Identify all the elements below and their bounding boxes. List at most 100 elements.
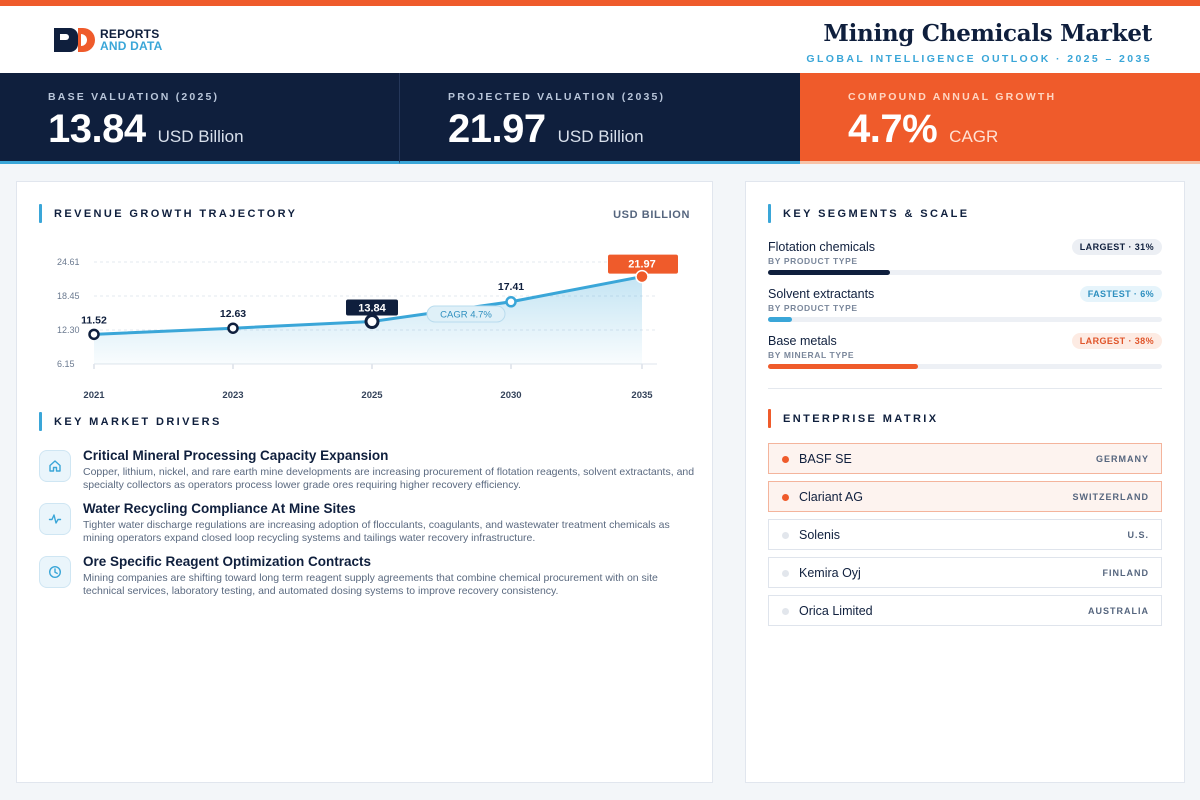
company-country: AUSTRALIA <box>1088 606 1149 616</box>
data-point <box>505 296 517 308</box>
left-panel: REVENUE GROWTH TRAJECTORY USD BILLION 6.… <box>16 181 713 783</box>
segment-track <box>768 317 1162 322</box>
kpi-number: 21.97 <box>448 107 546 151</box>
segment-name: Base metals <box>768 334 837 348</box>
y-tick-label: 6.15 <box>57 359 75 369</box>
revenue-title-text: REVENUE GROWTH TRAJECTORY <box>54 207 298 220</box>
kpi-label: BASE VALUATION (2025) <box>48 91 220 103</box>
cagr-annotation: CAGR 4.7% <box>426 305 506 323</box>
value-label-box <box>608 254 678 274</box>
kpi-number: 4.7% <box>848 107 938 151</box>
company-row[interactable]: Kemira Oyj FINLAND <box>768 557 1162 588</box>
company-name: Orica Limited <box>799 604 873 618</box>
value-label: 21.97 <box>628 259 656 271</box>
kpi-base-valuation: BASE VALUATION (2025) 13.84 USD Billion <box>0 73 400 164</box>
kpi-unit: USD Billion <box>557 127 644 146</box>
company-row[interactable]: Solenis U.S. <box>768 519 1162 550</box>
brand-logo[interactable]: REPORTS AND DATA <box>54 28 162 52</box>
segment-item: Solvent extractants BY PRODUCT TYPE FAST… <box>768 285 1162 332</box>
company-name: Kemira Oyj <box>799 566 861 580</box>
clock-icon <box>39 556 71 588</box>
section-accent-bar <box>768 409 771 428</box>
company-name: Solenis <box>799 528 840 542</box>
cagr-pill <box>426 305 506 323</box>
matrix-title-text: ENTERPRISE MATRIX <box>783 412 939 425</box>
x-tick-label: 2030 <box>500 390 521 401</box>
header: REPORTS AND DATA Mining Chemicals Market… <box>0 6 1200 73</box>
right-panel: KEY SEGMENTS & SCALE Flotation chemicals… <box>745 181 1185 783</box>
driver-item: Ore Specific Reagent Optimization Contra… <box>39 554 699 607</box>
home-icon <box>39 450 71 482</box>
activity-icon <box>39 503 71 535</box>
driver-item: Water Recycling Compliance At Mine Sites… <box>39 501 699 554</box>
top-accent-bar <box>0 0 1200 6</box>
dot-icon <box>782 456 789 463</box>
data-point <box>227 322 239 334</box>
revenue-section-title: REVENUE GROWTH TRAJECTORY <box>39 204 297 223</box>
value-label: 12.63 <box>220 308 246 320</box>
dot-icon <box>782 608 789 615</box>
segment-category: BY PRODUCT TYPE <box>768 303 858 313</box>
segment-name: Solvent extractants <box>768 287 875 301</box>
driver-description: Copper, lithium, nickel, and rare earth … <box>83 466 695 491</box>
logo-line-2: AND DATA <box>100 39 163 53</box>
series-area <box>94 276 642 364</box>
dot-icon <box>782 570 789 577</box>
company-country: U.S. <box>1127 530 1149 540</box>
x-tick-label: 2035 <box>631 390 653 401</box>
drivers-list: Critical Mineral Processing Capacity Exp… <box>39 448 699 607</box>
company-country: SWITZERLAND <box>1072 492 1149 502</box>
drivers-section-title: KEY MARKET DRIVERS <box>39 412 222 431</box>
data-point <box>635 269 649 284</box>
segment-badge: LARGEST · 38% <box>1071 333 1162 349</box>
segment-fill <box>768 270 891 275</box>
kpi-row: BASE VALUATION (2025) 13.84 USD Billion … <box>0 73 1200 164</box>
kpi-number: 13.84 <box>48 107 146 151</box>
segment-item: Base metals BY MINERAL TYPE LARGEST · 38… <box>768 332 1162 379</box>
y-tick-label: 24.61 <box>57 257 80 267</box>
company-row[interactable]: BASF SE GERMANY <box>768 443 1162 474</box>
company-name: Clariant AG <box>799 490 863 504</box>
x-tick-label: 2021 <box>83 390 105 401</box>
value-label: 13.84 <box>358 303 386 315</box>
segments-title-text: KEY SEGMENTS & SCALE <box>783 207 970 220</box>
segments-list: Flotation chemicals BY PRODUCT TYPE LARG… <box>768 238 1162 379</box>
segment-category: BY PRODUCT TYPE <box>768 256 858 266</box>
segment-badge: FASTEST · 6% <box>1079 286 1162 302</box>
kpi-unit: USD Billion <box>157 127 244 146</box>
driver-description: Mining companies are shifting toward lon… <box>83 572 658 597</box>
segment-category: BY MINERAL TYPE <box>768 350 855 360</box>
y-tick-label: 12.30 <box>57 325 80 335</box>
value-label: 11.52 <box>81 314 107 326</box>
company-country: FINLAND <box>1102 568 1149 578</box>
company-country: GERMANY <box>1095 454 1149 464</box>
kpi-label: COMPOUND ANNUAL GROWTH <box>848 91 1057 103</box>
segment-item: Flotation chemicals BY PRODUCT TYPE LARG… <box>768 238 1162 285</box>
enterprise-matrix: BASF SE GERMANY Clariant AG SWITZERLAND … <box>768 443 1162 633</box>
segments-section-title: KEY SEGMENTS & SCALE <box>768 204 970 223</box>
kpi-label: PROJECTED VALUATION (2035) <box>448 91 666 103</box>
drivers-title-text: KEY MARKET DRIVERS <box>54 415 222 428</box>
x-tick-label: 2025 <box>361 390 383 401</box>
section-accent-bar <box>768 204 771 223</box>
logo-mark-icon <box>54 28 96 52</box>
section-accent-bar <box>39 204 42 223</box>
data-point <box>88 328 100 341</box>
logo-line-1: REPORTS <box>100 27 160 41</box>
y-tick-label: 18.45 <box>57 291 80 301</box>
value-label-box <box>346 299 398 316</box>
segment-fill <box>768 364 918 369</box>
driver-title: Ore Specific Reagent Optimization Contra… <box>83 554 372 569</box>
title-block: Mining Chemicals Market GLOBAL INTELLIGE… <box>806 20 1152 65</box>
kpi-projected-valuation: PROJECTED VALUATION (2035) 21.97 USD Bil… <box>400 73 800 164</box>
page-title: Mining Chemicals Market <box>823 20 1152 47</box>
value-label: 17.41 <box>498 281 524 293</box>
data-point <box>364 314 380 330</box>
driver-description: Tighter water discharge regulations are … <box>83 519 670 544</box>
company-row[interactable]: Orica Limited AUSTRALIA <box>768 595 1162 626</box>
company-row[interactable]: Clariant AG SWITZERLAND <box>768 481 1162 512</box>
dot-icon <box>782 494 789 501</box>
company-name: BASF SE <box>799 452 852 466</box>
kpi-cagr: COMPOUND ANNUAL GROWTH 4.7% CAGR <box>800 73 1200 164</box>
